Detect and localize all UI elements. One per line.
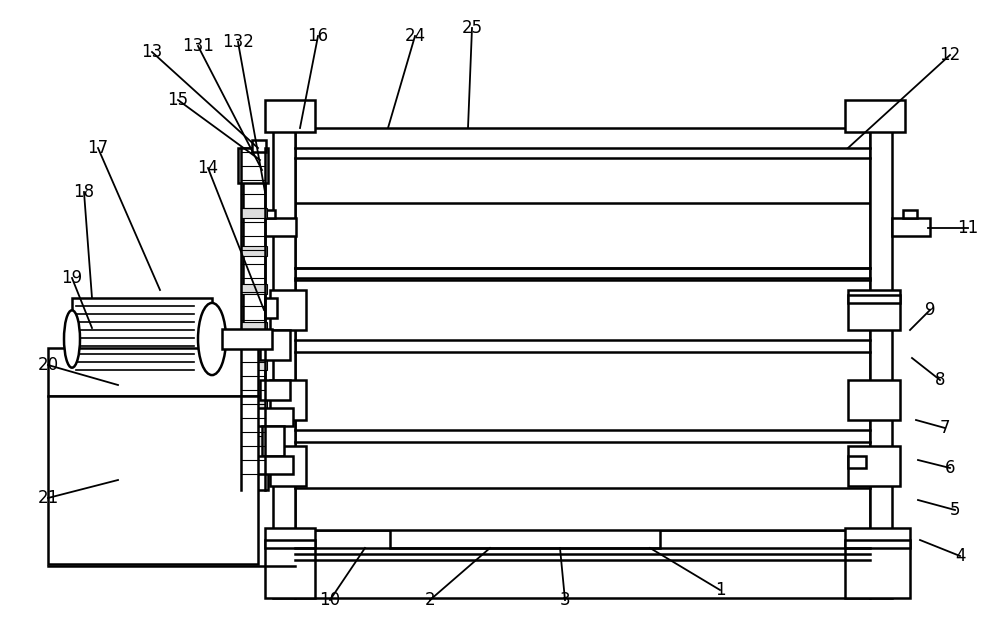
Bar [848,446,900,486]
Bar [241,322,267,332]
Bar [295,530,870,598]
Text: 24: 24 [404,27,426,45]
Bar [295,130,870,530]
Bar [260,380,290,400]
Bar [265,450,277,470]
Text: 1: 1 [715,581,725,599]
Bar [241,436,267,446]
Text: 9: 9 [925,301,935,319]
Bar [848,295,900,303]
Bar [258,218,296,236]
Text: 25: 25 [461,19,483,37]
Bar [273,128,295,598]
Bar [845,100,905,132]
Bar [48,348,258,396]
Bar [238,148,268,183]
Bar [241,170,267,180]
Bar [241,398,267,408]
Text: 3: 3 [560,591,570,609]
Text: 21: 21 [37,489,59,507]
Bar [270,290,306,330]
Text: 20: 20 [37,356,59,374]
Bar [903,210,917,218]
Bar [270,446,306,486]
Bar [270,380,306,420]
Bar [262,426,284,456]
Bar [238,460,268,490]
Text: 4: 4 [955,547,965,565]
Bar [72,298,212,380]
Bar [870,128,892,598]
Text: 6: 6 [945,459,955,477]
Bar [265,298,277,318]
Bar [295,128,870,203]
Bar [848,456,866,468]
Bar [243,148,265,488]
Bar [255,456,293,474]
Bar [252,140,266,152]
Ellipse shape [198,303,226,375]
Bar [261,210,275,218]
Bar [265,540,315,548]
Text: 132: 132 [222,33,254,51]
Text: 8: 8 [935,371,945,389]
Text: 7: 7 [940,419,950,437]
Bar [255,408,293,426]
Bar [845,540,910,548]
Text: 11: 11 [957,219,979,237]
Text: 10: 10 [319,591,341,609]
Bar [848,380,900,420]
Bar [390,490,660,548]
Bar [848,290,900,330]
Text: 14: 14 [197,159,219,177]
Text: 12: 12 [939,46,961,64]
Bar [241,246,267,256]
Bar [845,528,910,598]
Bar [892,218,930,236]
Bar [241,360,267,370]
Bar [241,208,267,218]
Bar [241,284,267,294]
Text: 16: 16 [307,27,329,45]
Text: 19: 19 [61,269,83,287]
Text: 15: 15 [167,91,189,109]
Text: 5: 5 [950,501,960,519]
Bar [48,396,258,564]
Bar [265,528,315,598]
Ellipse shape [64,310,80,367]
Text: 17: 17 [87,139,109,157]
Text: 2: 2 [425,591,435,609]
Text: 131: 131 [182,37,214,55]
Bar [222,329,272,349]
Bar [265,100,315,132]
Text: 18: 18 [73,183,95,201]
Bar [260,330,290,360]
Text: 13: 13 [141,43,163,61]
